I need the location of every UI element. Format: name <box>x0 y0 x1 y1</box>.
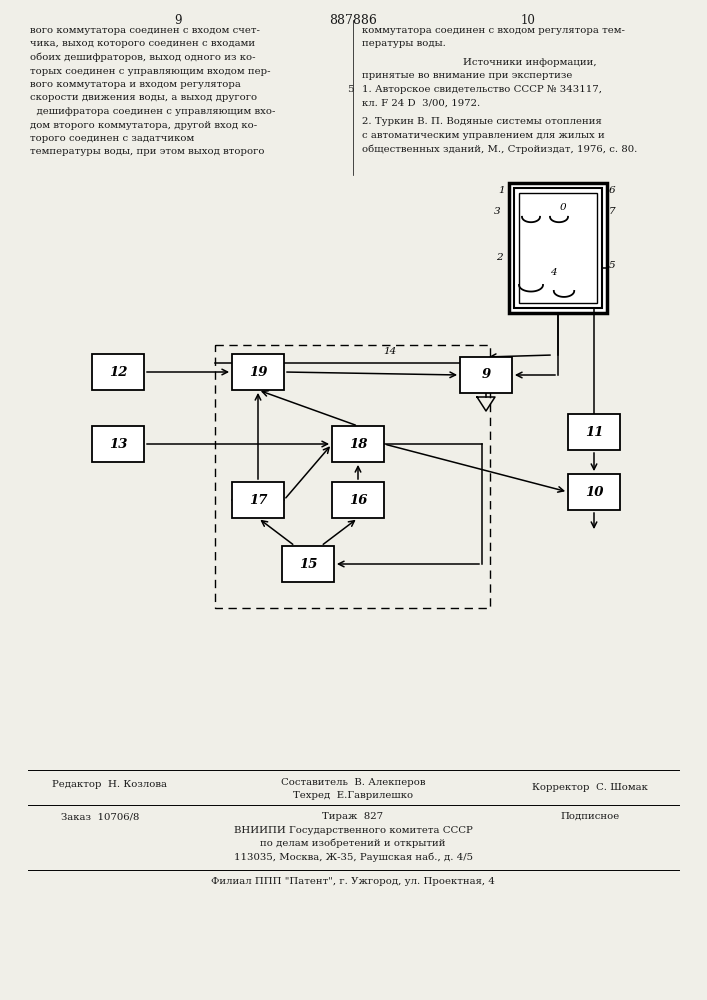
Text: 887886: 887886 <box>329 14 377 27</box>
Text: дом второго коммутатора, другой вход ко-: дом второго коммутатора, другой вход ко- <box>30 120 257 129</box>
Text: 15: 15 <box>299 558 317 570</box>
Text: 16: 16 <box>349 493 367 506</box>
Bar <box>568 474 620 510</box>
Text: торого соединен с задатчиком: торого соединен с задатчиком <box>30 134 194 143</box>
Text: Тираж  827: Тираж 827 <box>322 812 384 821</box>
Text: 12: 12 <box>109 365 127 378</box>
Text: 19: 19 <box>249 365 267 378</box>
Text: обоих дешифраторов, выход одного из ко-: обоих дешифраторов, выход одного из ко- <box>30 53 255 62</box>
Text: Подписное: Подписное <box>561 812 619 821</box>
Bar <box>509 183 607 313</box>
Bar <box>232 482 284 518</box>
Text: 3: 3 <box>494 207 501 216</box>
Text: 2: 2 <box>496 253 503 262</box>
Text: 5: 5 <box>609 260 616 269</box>
Text: пературы воды.: пературы воды. <box>362 39 446 48</box>
Text: скорости движения воды, а выход другого: скорости движения воды, а выход другого <box>30 94 257 103</box>
Text: вого коммутатора соединен с входом счет-: вого коммутатора соединен с входом счет- <box>30 26 260 35</box>
Text: дешифратора соединен с управляющим вхо-: дешифратора соединен с управляющим вхо- <box>30 107 275 116</box>
Text: температуры воды, при этом выход второго: температуры воды, при этом выход второго <box>30 147 264 156</box>
Bar <box>215 345 490 608</box>
Text: Источники информации,: Источники информации, <box>463 58 597 67</box>
Text: 14: 14 <box>383 348 396 357</box>
Text: 0: 0 <box>560 204 566 213</box>
Text: 5: 5 <box>346 86 354 95</box>
Bar <box>332 482 384 518</box>
Text: 13: 13 <box>109 438 127 450</box>
Bar <box>514 188 602 308</box>
Text: 10: 10 <box>520 14 535 27</box>
Text: торых соединен с управляющим входом пер-: торых соединен с управляющим входом пер- <box>30 66 271 76</box>
Text: 4: 4 <box>549 268 556 277</box>
Text: 9: 9 <box>481 368 491 381</box>
Text: 113035, Москва, Ж-35, Раушская наб., д. 4/5: 113035, Москва, Ж-35, Раушская наб., д. … <box>233 852 472 861</box>
Text: принятые во внимание при экспертизе: принятые во внимание при экспертизе <box>362 72 573 81</box>
Text: 6: 6 <box>609 186 616 195</box>
Text: Составитель  В. Алекперов: Составитель В. Алекперов <box>281 778 425 787</box>
Text: 1. Авторское свидетельство СССР № 343117,: 1. Авторское свидетельство СССР № 343117… <box>362 85 602 94</box>
Text: 11: 11 <box>585 426 603 438</box>
Bar <box>232 354 284 390</box>
Text: Филиал ППП "Патент", г. Ужгород, ул. Проектная, 4: Филиал ППП "Патент", г. Ужгород, ул. Про… <box>211 877 495 886</box>
Text: ВНИИПИ Государственного комитета СССР: ВНИИПИ Государственного комитета СССР <box>233 826 472 835</box>
Text: кл. F 24 D  3/00, 1972.: кл. F 24 D 3/00, 1972. <box>362 99 480 107</box>
Text: 9: 9 <box>174 14 182 27</box>
Bar <box>332 426 384 462</box>
Text: чика, выход которого соединен с входами: чика, выход которого соединен с входами <box>30 39 255 48</box>
Bar <box>92 426 144 462</box>
Text: 17: 17 <box>249 493 267 506</box>
Text: по делам изобретений и открытий: по делам изобретений и открытий <box>260 839 445 848</box>
Text: Редактор  Н. Козлова: Редактор Н. Козлова <box>52 780 168 789</box>
Text: Заказ  10706/8: Заказ 10706/8 <box>61 812 139 821</box>
Bar <box>568 414 620 450</box>
Bar <box>282 546 334 582</box>
Bar <box>92 354 144 390</box>
Bar <box>519 193 597 303</box>
Text: 1: 1 <box>498 186 505 195</box>
Text: 7: 7 <box>609 207 616 216</box>
Text: вого коммутатора и входом регулятора: вого коммутатора и входом регулятора <box>30 80 241 89</box>
Text: 10: 10 <box>585 486 603 498</box>
Text: Техред  Е.Гаврилешко: Техред Е.Гаврилешко <box>293 791 413 800</box>
Text: с автоматическим управлением для жилых и: с автоматическим управлением для жилых и <box>362 130 604 139</box>
Text: общественных зданий, М., Стройиздат, 1976, с. 80.: общественных зданий, М., Стройиздат, 197… <box>362 144 638 153</box>
Text: коммутатора соединен с входом регулятора тем-: коммутатора соединен с входом регулятора… <box>362 26 625 35</box>
Text: 18: 18 <box>349 438 367 450</box>
Text: Корректор  С. Шомак: Корректор С. Шомак <box>532 783 648 792</box>
Bar <box>460 357 512 393</box>
Text: 2. Туркин В. П. Водяные системы отопления: 2. Туркин В. П. Водяные системы отоплени… <box>362 117 602 126</box>
